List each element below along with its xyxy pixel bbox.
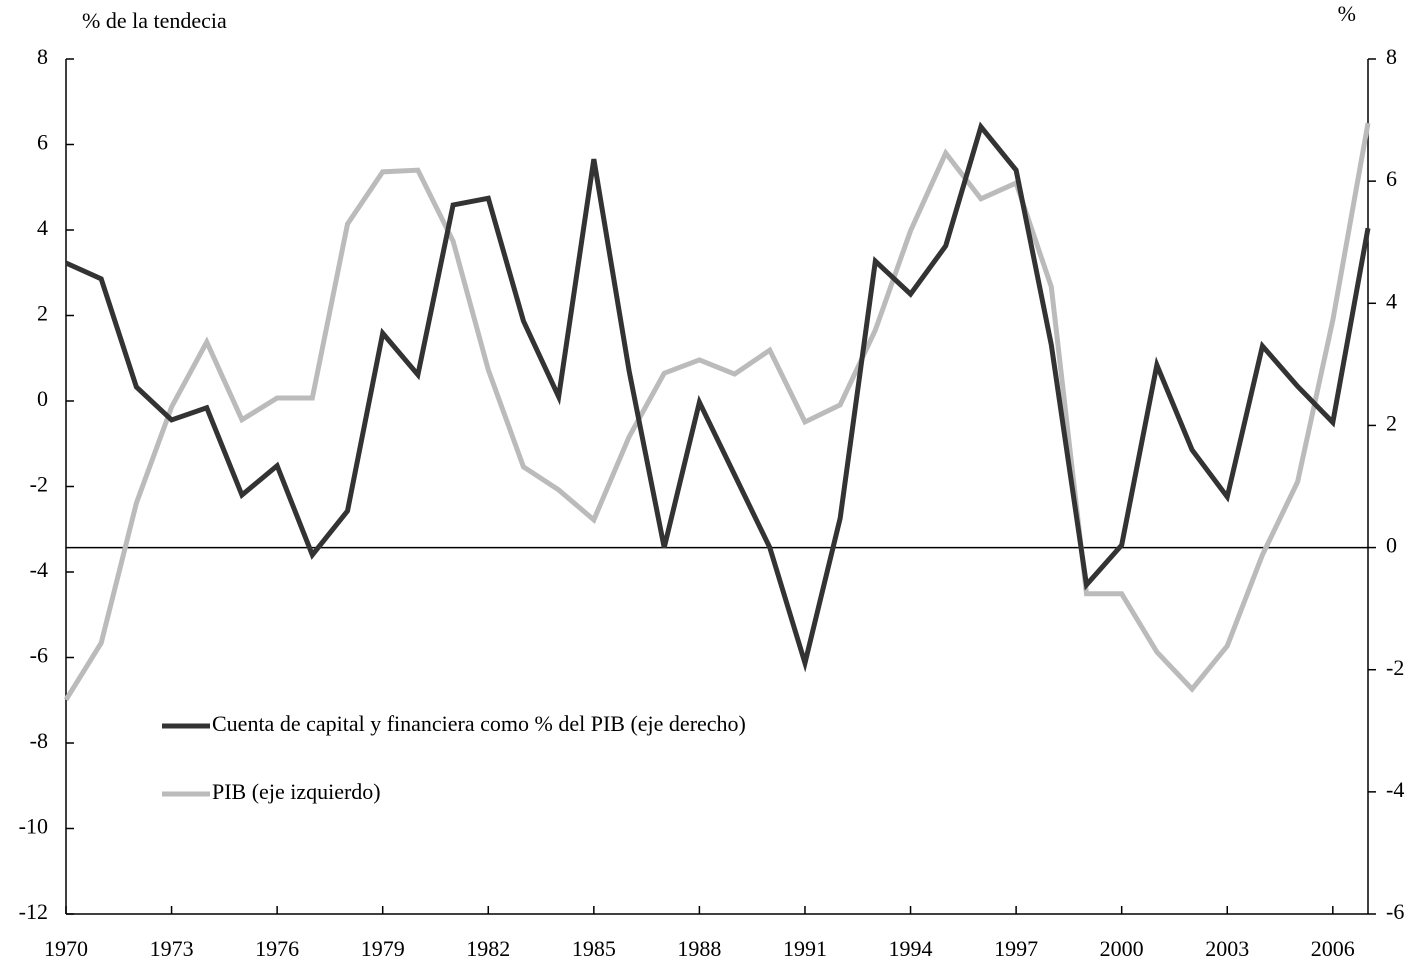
y-tick-label: -2	[30, 472, 48, 497]
y-tick-label: 2	[37, 301, 48, 326]
legend-box	[132, 690, 858, 825]
x-tick-label: 2006	[1311, 936, 1355, 961]
y-tick-label: -8	[30, 728, 48, 753]
x-tick-label: 1988	[677, 936, 721, 961]
x-tick-label: 1997	[994, 936, 1038, 961]
x-tick-label: 1991	[783, 936, 827, 961]
y2-tick-label: -6	[1386, 899, 1404, 924]
x-tick-label: 1976	[255, 936, 299, 961]
y-tick-label: -4	[30, 557, 48, 582]
legend-label: Cuenta de capital y financiera como % de…	[212, 711, 746, 736]
y2-tick-label: 2	[1386, 410, 1397, 435]
y-tick-label: -6	[30, 643, 48, 668]
y-tick-label: 4	[37, 215, 48, 240]
x-tick-label: 2000	[1100, 936, 1144, 961]
y-tick-label: -10	[19, 814, 48, 839]
series-line	[64, 121, 1371, 673]
y2-axis-label: %	[1338, 1, 1356, 26]
y2-tick-label: 6	[1386, 166, 1397, 191]
y2-tick-label: -2	[1386, 655, 1404, 680]
x-tick-label: 1970	[44, 936, 88, 961]
x-tick-label: 1994	[889, 936, 933, 961]
y-tick-label: -12	[19, 899, 48, 924]
y2-tick-label: 8	[1386, 44, 1397, 69]
series-line	[63, 122, 1371, 702]
y2-tick-label: 4	[1386, 288, 1397, 313]
y-tick-label: 0	[37, 386, 48, 411]
y2-tick-label: -4	[1386, 777, 1404, 802]
y2-tick-label: 0	[1386, 533, 1397, 558]
y-tick-label: 8	[37, 44, 48, 69]
x-tick-label: 1979	[361, 936, 405, 961]
x-tick-label: 1982	[466, 936, 510, 961]
legend-label: PIB (eje izquierdo)	[212, 779, 381, 804]
x-tick-label: 1973	[150, 936, 194, 961]
y-axis-label: % de la tendecia	[82, 8, 227, 33]
x-tick-label: 2003	[1205, 936, 1249, 961]
y-tick-label: 6	[37, 130, 48, 155]
x-tick-label: 1985	[572, 936, 616, 961]
